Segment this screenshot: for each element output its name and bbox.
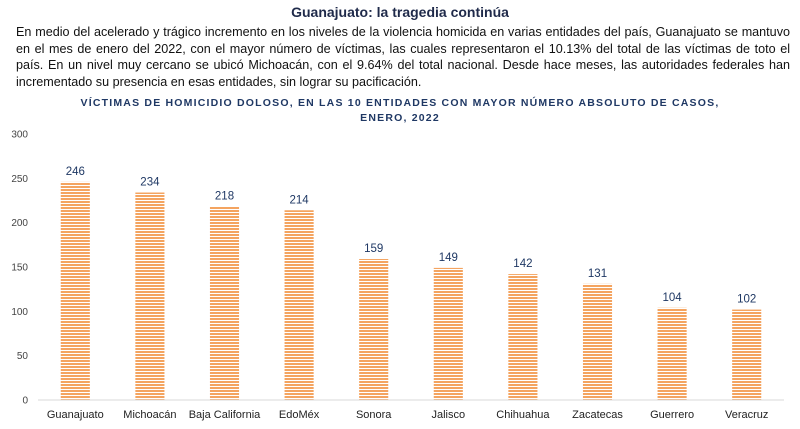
- data-label: 214: [290, 194, 310, 206]
- bar-sonora: [359, 259, 389, 400]
- bar-baja-california: [209, 206, 240, 400]
- data-label: 234: [140, 177, 160, 189]
- data-label: 246: [66, 166, 85, 178]
- page-heading: Guanajuato: la tragedia continúa: [291, 4, 509, 20]
- data-label: 102: [737, 294, 756, 306]
- bar-guanajuato: [60, 181, 90, 400]
- x-category-label: Sonora: [356, 409, 392, 421]
- x-category-label: Michoacán: [123, 409, 176, 421]
- data-label: 149: [439, 252, 458, 264]
- x-category-label: Chihuahua: [496, 409, 550, 421]
- y-tick-label: 50: [17, 351, 29, 362]
- y-tick-label: 250: [11, 174, 28, 185]
- bar-veracruz: [732, 309, 762, 400]
- y-tick-label: 200: [11, 218, 28, 229]
- data-label: 104: [663, 292, 683, 304]
- x-category-label: Jalisco: [431, 409, 465, 421]
- x-category-label: Guerrero: [650, 409, 694, 421]
- data-label: 142: [513, 258, 532, 270]
- y-axis: 0 50 100 150 200 250 300: [11, 130, 28, 407]
- data-label: 159: [364, 243, 383, 255]
- bar-chihuahua: [508, 274, 538, 400]
- bar-zacatecas: [582, 283, 613, 400]
- chart-title-line-2: ENERO, 2022: [360, 112, 440, 124]
- y-tick-label: 0: [22, 396, 28, 407]
- x-category-label: Veracruz: [725, 409, 768, 421]
- bar-jalisco: [433, 267, 463, 400]
- x-category-label: EdoMéx: [279, 409, 320, 421]
- x-category-label: Zacatecas: [572, 409, 623, 421]
- bar-guerrero: [657, 307, 687, 400]
- y-tick-label: 150: [11, 263, 28, 274]
- data-label: 131: [588, 268, 607, 280]
- chart-title-line-1: VÍCTIMAS DE HOMICIDIO DOLOSO, EN LAS 10 …: [80, 97, 720, 109]
- x-category-label: Baja California: [189, 409, 261, 421]
- x-axis: Guanajuato Michoacán Baja California EdoMéx…: [38, 399, 784, 421]
- y-tick-label: 100: [11, 307, 28, 318]
- data-label: 218: [215, 191, 234, 203]
- bars: 246 234 218 214 159 149 142 131 104 102: [60, 166, 762, 400]
- y-tick-label: 300: [11, 130, 28, 141]
- bar-michoacán: [135, 192, 165, 400]
- x-category-label: Guanajuato: [47, 409, 104, 421]
- bar-edoméx: [284, 210, 314, 400]
- intro-paragraph: En medio del acelerado y trágico increme…: [16, 25, 790, 89]
- chart-title: VÍCTIMAS DE HOMICIDIO DOLOSO, EN LAS 10 …: [0, 96, 800, 126]
